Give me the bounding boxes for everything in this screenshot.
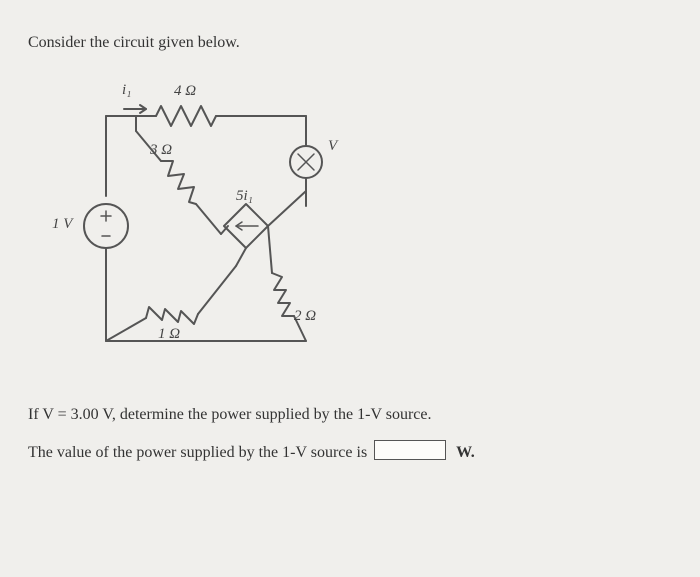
label-depsrc: 5i₁ (236, 188, 253, 205)
answer-unit: W. (456, 444, 475, 461)
label-r-br: 2 Ω (294, 308, 316, 325)
label-src: 1 V (52, 216, 72, 233)
answer-pretext: The value of the power supplied by the 1… (28, 444, 367, 461)
problem-intro: Consider the circuit given below. (28, 34, 672, 52)
label-r-mid: 3 Ω (150, 142, 172, 159)
circuit-figure: i₁ 4 Ω 3 Ω 5i₁ V 1 Ω 2 Ω 1 V (46, 76, 386, 376)
answer-line: The value of the power supplied by the 1… (28, 440, 672, 462)
question-text: If V = 3.00 V, determine the power suppl… (28, 406, 672, 424)
label-r-bl: 1 Ω (158, 326, 180, 343)
label-r-top: 4 Ω (174, 83, 196, 100)
label-v: V (328, 138, 337, 155)
label-i1: i₁ (122, 82, 131, 99)
answer-input[interactable] (374, 440, 446, 460)
